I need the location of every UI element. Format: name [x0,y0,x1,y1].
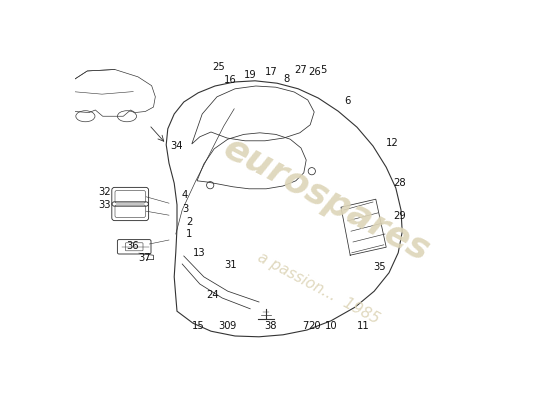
Text: 9: 9 [230,321,236,331]
Text: a passion...  1985: a passion... 1985 [256,250,382,326]
Text: 19: 19 [244,70,256,80]
Text: 29: 29 [393,211,406,221]
Text: 32: 32 [98,187,111,197]
Text: 25: 25 [212,62,224,72]
Text: 15: 15 [192,321,205,331]
Text: 10: 10 [324,321,337,331]
Text: 24: 24 [207,290,219,300]
Text: 34: 34 [170,141,183,151]
Text: 26: 26 [309,67,321,77]
Text: 17: 17 [265,67,277,77]
Text: 13: 13 [192,248,205,258]
Text: 20: 20 [309,321,321,331]
Text: 5: 5 [320,65,326,75]
Text: 16: 16 [224,75,236,85]
Text: 36: 36 [126,241,139,251]
Text: eurospares: eurospares [218,131,436,269]
Text: 7: 7 [302,321,308,331]
Text: 4: 4 [182,190,188,200]
Text: 27: 27 [294,65,306,74]
Text: 6: 6 [345,96,351,106]
Text: 8: 8 [284,74,290,84]
Text: 35: 35 [373,262,386,272]
Text: 31: 31 [225,260,237,270]
Text: 37: 37 [139,253,151,263]
Text: 3: 3 [182,204,188,214]
Text: 38: 38 [265,321,277,331]
Text: 1: 1 [186,229,192,239]
Text: 28: 28 [393,178,406,188]
Text: 33: 33 [98,200,111,210]
Text: 2: 2 [186,217,192,227]
Text: 30: 30 [218,321,230,331]
Text: 12: 12 [386,138,398,148]
Text: 11: 11 [356,321,370,331]
